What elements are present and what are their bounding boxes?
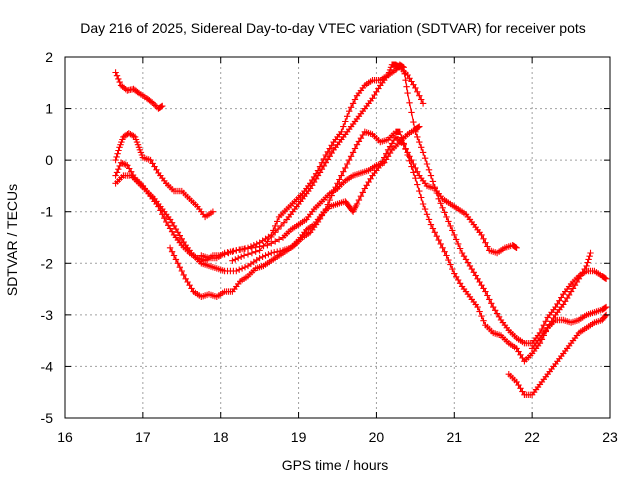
plot-frame xyxy=(64,56,611,419)
x-tick-label: 20 xyxy=(369,429,385,445)
y-tick-label: -5 xyxy=(41,410,54,426)
y-tick-label: -2 xyxy=(41,255,54,271)
y-tick-label: 0 xyxy=(45,152,53,168)
series-track-6 xyxy=(198,61,427,262)
series-layer xyxy=(112,61,610,398)
x-tick-label: 16 xyxy=(57,429,73,445)
series-track-8 xyxy=(505,311,610,398)
x-tick-label: 18 xyxy=(213,429,229,445)
grid-layer xyxy=(65,57,610,418)
x-tick-label: 19 xyxy=(291,429,307,445)
series-track-5 xyxy=(166,128,610,365)
series-track-7 xyxy=(229,61,610,347)
chart-title: Day 216 of 2025, Sidereal Day-to-day VTE… xyxy=(80,20,586,36)
series-line xyxy=(232,63,607,344)
series-track-9 xyxy=(528,249,594,352)
series-line xyxy=(169,131,607,363)
series-markers xyxy=(229,61,610,347)
y-tick-label: -1 xyxy=(41,204,54,220)
y-axis-label: SDTVAR / TECUs xyxy=(4,184,20,296)
y-tick-label: -4 xyxy=(41,358,54,374)
x-tick-label: 17 xyxy=(135,429,151,445)
series-markers xyxy=(112,69,166,112)
x-tick-label: 23 xyxy=(602,429,618,445)
y-tick-label: 1 xyxy=(45,101,53,117)
x-tick-label: 21 xyxy=(446,429,462,445)
series-line xyxy=(115,135,517,272)
y-tick-label: 2 xyxy=(45,49,53,65)
series-track-1 xyxy=(112,69,166,112)
x-axis-label: GPS time / hours xyxy=(282,457,389,473)
y-tick-label: -3 xyxy=(41,307,54,323)
series-track-2 xyxy=(112,130,217,221)
series-track-4 xyxy=(112,133,520,275)
x-tick-label: 22 xyxy=(524,429,540,445)
